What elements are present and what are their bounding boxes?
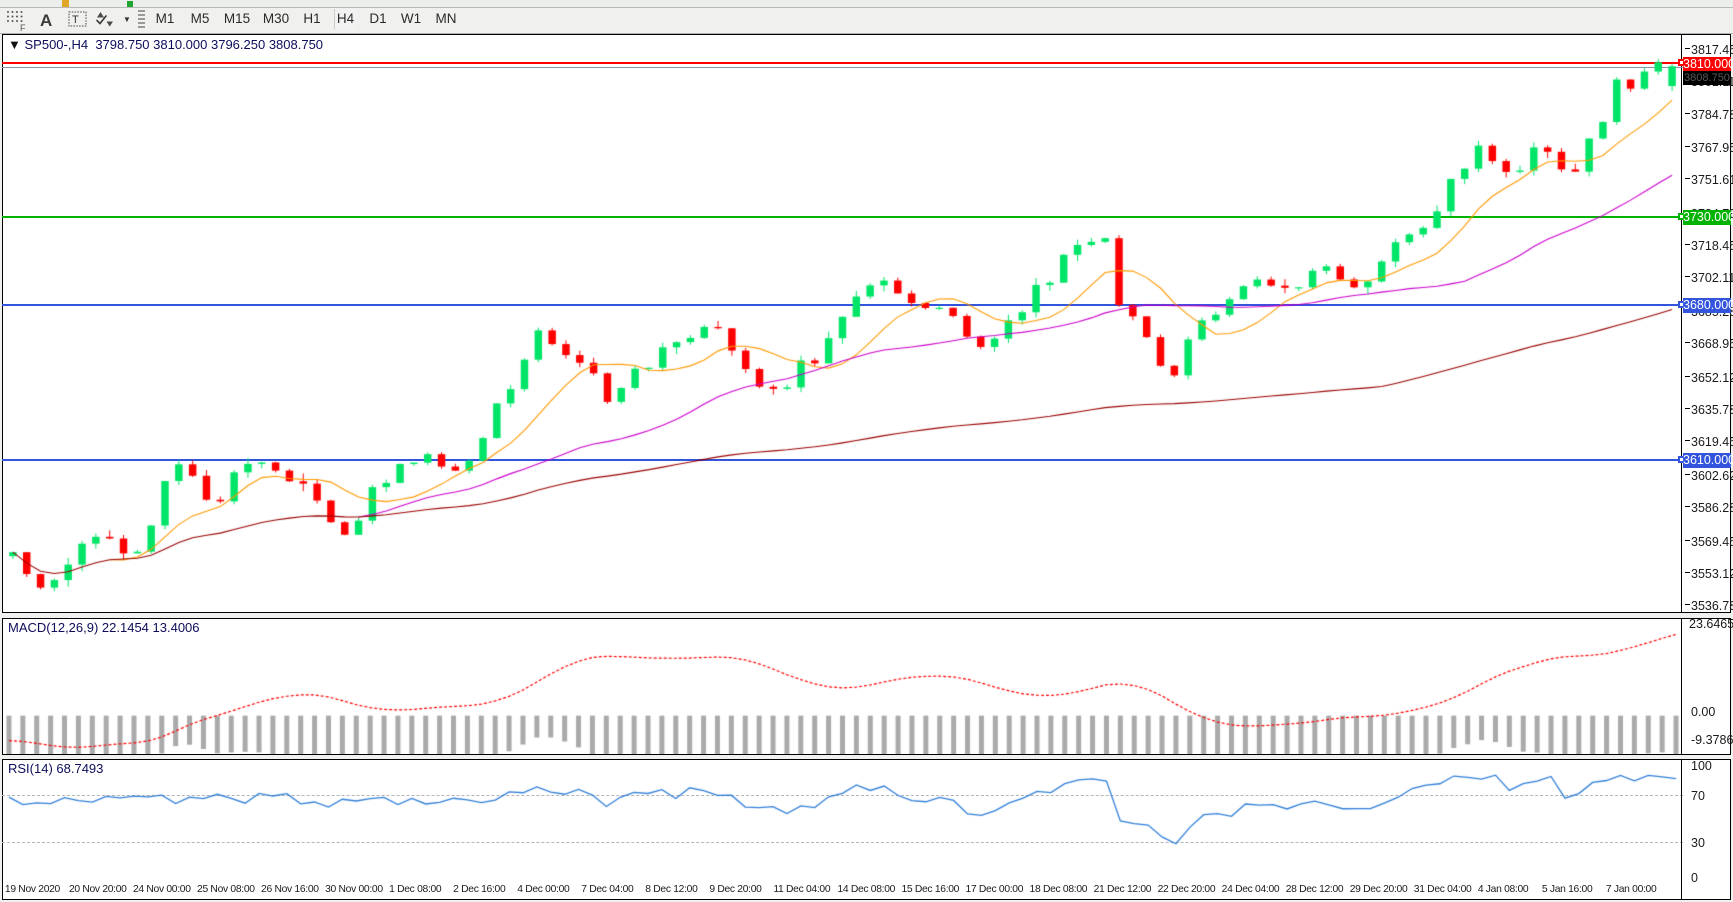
svg-text:T: T: [72, 14, 79, 26]
svg-text:F: F: [20, 23, 26, 32]
